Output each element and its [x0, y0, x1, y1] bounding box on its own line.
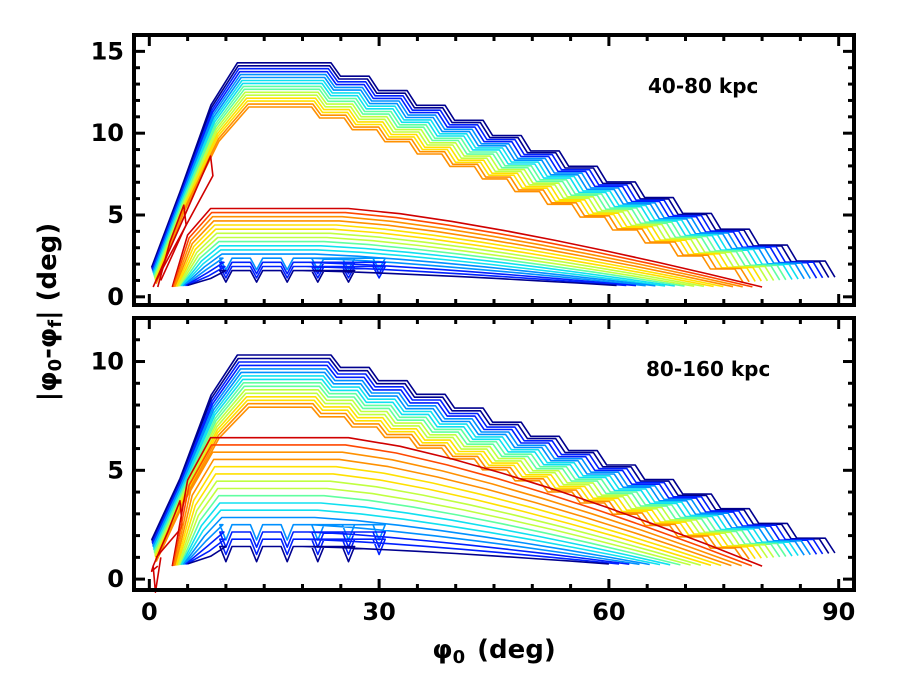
contour-upper-14 — [155, 103, 750, 283]
x-tick-label: 30 — [362, 598, 395, 626]
contour-lower-7 — [178, 236, 695, 287]
contour-lower-8 — [179, 240, 685, 287]
contour-upper-11 — [154, 94, 769, 282]
contour-lines-top — [150, 62, 836, 288]
y-tick-label: 0 — [107, 565, 124, 593]
contour-lower-10 — [181, 249, 666, 287]
panel-bottom: 0 5 10 0 30 60 90 80-160 kpc — [91, 316, 856, 626]
contour-upper-9 — [153, 385, 781, 558]
y-axis-mid: -φ — [33, 328, 63, 359]
x-tick-label: 60 — [592, 598, 625, 626]
x-axis-unit: (deg) — [477, 635, 556, 665]
contour-upper-12 — [154, 396, 762, 559]
contour-upper-13 — [154, 399, 756, 560]
contour-upper-13 — [154, 100, 756, 282]
contour-upper-0 — [150, 354, 836, 554]
contour-upper-6 — [152, 79, 799, 280]
contour-lower-6 — [177, 480, 702, 566]
y-tick-label: 10 — [91, 348, 124, 376]
contour-inner-1 — [150, 557, 162, 593]
contour-lower-13 — [185, 531, 630, 565]
contour-lower-12 — [184, 523, 640, 566]
contour-lower-13 — [185, 261, 637, 287]
contour-lower-5 — [176, 473, 712, 567]
y-axis-suffix: | (deg) — [33, 223, 63, 320]
contour-upper-2 — [151, 67, 824, 279]
contour-lower-6 — [177, 232, 705, 288]
contour-upper-1 — [151, 65, 830, 278]
contour-upper-4 — [152, 368, 811, 556]
contour-inner-0 — [152, 155, 214, 288]
panel-label-bottom: 80-160 kpc — [646, 357, 770, 381]
contour-lower-4 — [175, 465, 722, 567]
contour-inner-1 — [156, 204, 187, 288]
contour-lower-1 — [172, 444, 753, 567]
y-tick-label: 5 — [107, 201, 124, 229]
contour-upper-0 — [150, 62, 836, 278]
contour-upper-7 — [153, 378, 793, 557]
contour-inner-0 — [152, 499, 184, 567]
contour-upper-9 — [153, 88, 781, 281]
contour-lines-bottom — [150, 354, 836, 593]
frame-bottom — [132, 316, 856, 592]
x-tick-label: 0 — [141, 598, 158, 626]
contour-lower-14 — [186, 265, 627, 287]
y-axis-label: |φ0-φf| (deg) — [33, 223, 66, 402]
contour-upper-3 — [151, 364, 818, 555]
contour-lower-5 — [176, 228, 714, 288]
y-tick-label: 10 — [91, 119, 124, 147]
contour-upper-15 — [155, 106, 744, 284]
contour-upper-3 — [151, 70, 818, 279]
contour-upper-8 — [153, 85, 787, 281]
contour-lower-9 — [180, 245, 675, 287]
contour-upper-7 — [153, 82, 793, 280]
x-axis-subscript: 0 — [453, 647, 466, 668]
contour-lower-3 — [174, 458, 732, 567]
contour-lower-1 — [172, 211, 753, 288]
frame-top — [132, 33, 856, 307]
y-tick-label: 5 — [107, 456, 124, 484]
contour-upper-10 — [153, 389, 775, 558]
x-axis-symbol: φ — [432, 635, 452, 665]
x-axis-label: φ0 (deg) — [432, 635, 556, 668]
contour-upper-2 — [151, 361, 824, 555]
contour-lower-4 — [175, 224, 724, 288]
contour-upper-14 — [155, 402, 750, 561]
contour-upper-1 — [151, 357, 830, 554]
contour-upper-4 — [152, 73, 811, 279]
contour-upper-8 — [153, 382, 787, 557]
y-tick-label: 0 — [107, 283, 124, 311]
contour-lower-2 — [173, 215, 743, 288]
contour-lower-11 — [182, 253, 656, 287]
y-axis-sub2: f — [45, 320, 66, 328]
x-tick-label: 90 — [822, 598, 855, 626]
contour-lower-15 — [187, 545, 609, 565]
contour-lower-0 — [171, 436, 763, 567]
contour-upper-15 — [155, 406, 744, 563]
contour-upper-11 — [154, 392, 769, 559]
contour-lower-9 — [180, 502, 671, 566]
contour-lower-3 — [174, 220, 734, 288]
contour-lower-10 — [181, 509, 661, 566]
contour-upper-6 — [152, 375, 799, 557]
y-axis-sub1: 0 — [45, 359, 66, 372]
panel-top: 0 5 10 15 40-80 kpc — [91, 33, 856, 311]
contour-lower-15 — [187, 269, 617, 287]
panel-label-top: 40-80 kpc — [648, 74, 758, 98]
contour-upper-5 — [152, 76, 805, 280]
contour-upper-5 — [152, 371, 805, 556]
contour-lower-12 — [184, 257, 646, 287]
contour-lower-8 — [179, 494, 681, 566]
contour-upper-12 — [154, 97, 762, 282]
y-axis-prefix: |φ — [33, 371, 63, 401]
contour-lower-0 — [171, 207, 763, 288]
contour-lower-11 — [182, 516, 650, 566]
contour-lower-14 — [186, 538, 620, 565]
contour-lower-7 — [178, 487, 691, 566]
y-tick-label: 15 — [91, 37, 124, 65]
contour-lower-2 — [173, 451, 742, 567]
contour-upper-10 — [153, 91, 775, 281]
